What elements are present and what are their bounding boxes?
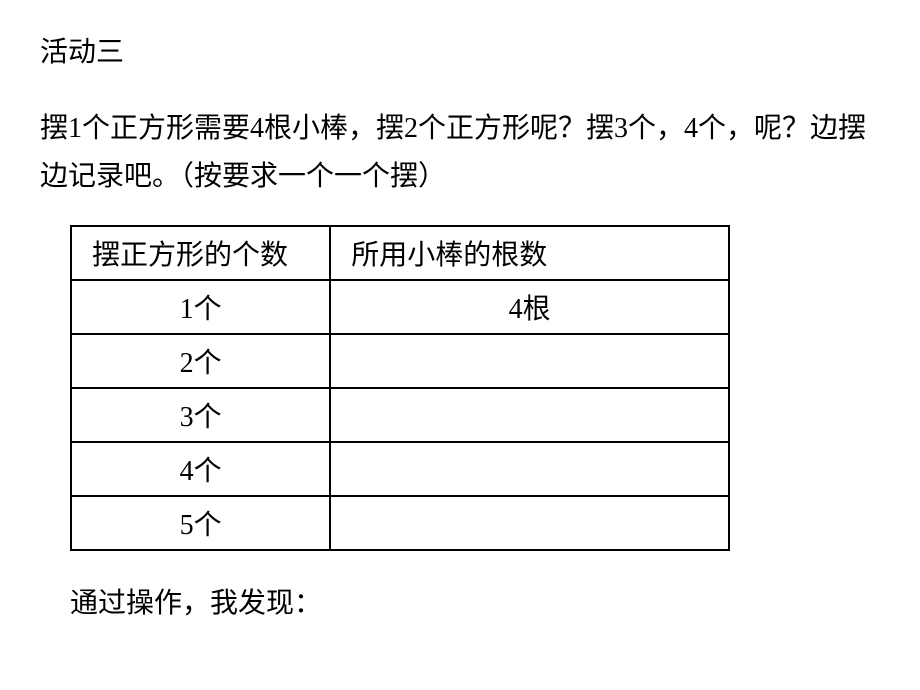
table-container: 摆正方形的个数 所用小棒的根数 1个 4根 2个 3个 4个 5个 [40,225,880,551]
cell-count-3: 3个 [71,388,330,442]
cell-count-2: 2个 [71,334,330,388]
table-row: 2个 [71,334,729,388]
table-row: 5个 [71,496,729,550]
table-row: 1个 4根 [71,280,729,334]
cell-sticks-4 [330,442,729,496]
header-col1: 摆正方形的个数 [71,226,330,280]
cell-sticks-3 [330,388,729,442]
cell-sticks-1: 4根 [330,280,729,334]
table-header-row: 摆正方形的个数 所用小棒的根数 [71,226,729,280]
table-row: 4个 [71,442,729,496]
data-table: 摆正方形的个数 所用小棒的根数 1个 4根 2个 3个 4个 5个 [70,225,730,551]
cell-sticks-5 [330,496,729,550]
footer-text: 通过操作，我发现： [40,581,880,621]
question-text: 摆1个正方形需要4根小棒，摆2个正方形呢？摆3个，4个，呢？边摆边记录吧。（按要… [40,105,880,200]
table-row: 3个 [71,388,729,442]
cell-count-5: 5个 [71,496,330,550]
activity-title: 活动三 [40,30,880,70]
cell-sticks-2 [330,334,729,388]
header-col2: 所用小棒的根数 [330,226,729,280]
cell-count-4: 4个 [71,442,330,496]
cell-count-1: 1个 [71,280,330,334]
